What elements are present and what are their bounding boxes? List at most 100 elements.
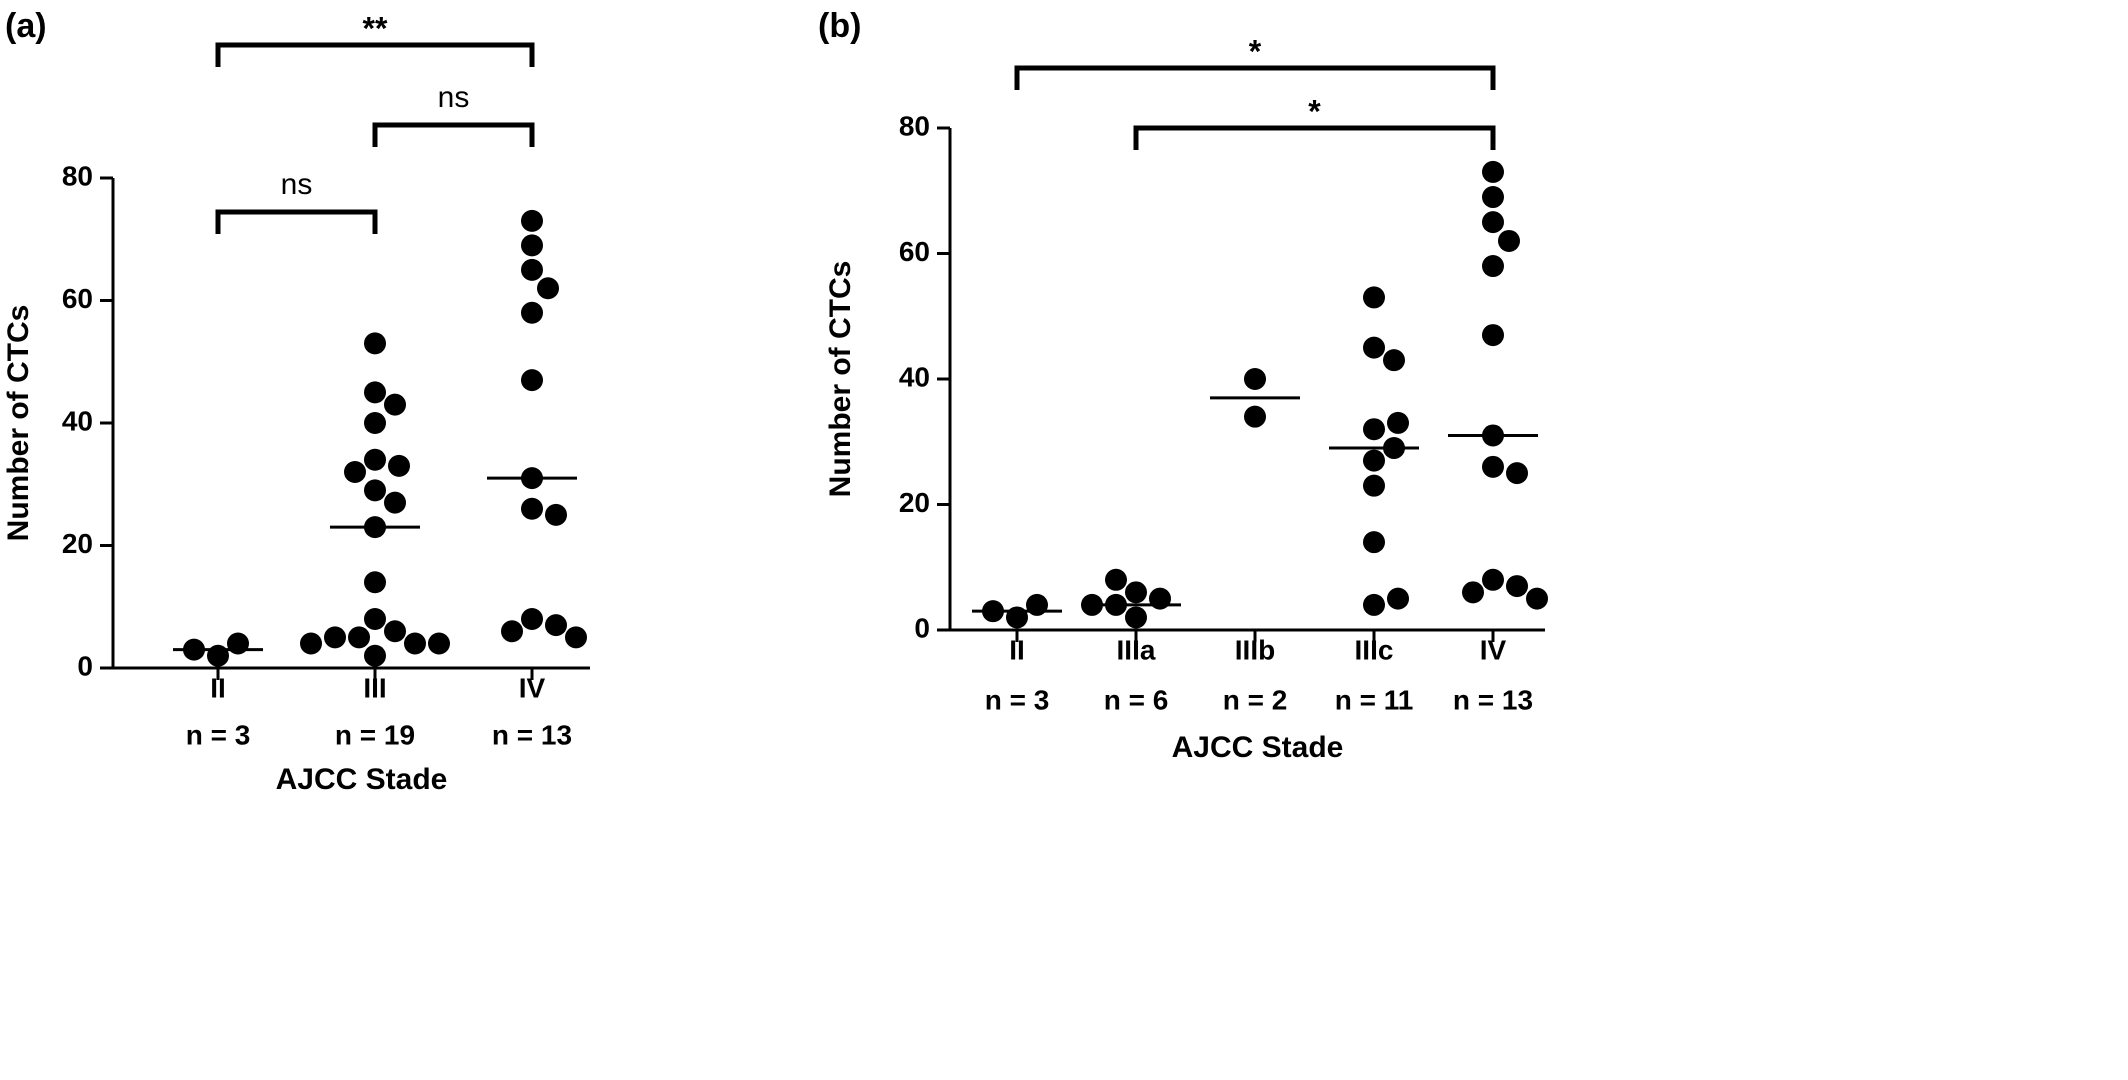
count-label: n = 19: [335, 719, 415, 750]
significance-label: **: [363, 10, 388, 46]
x-tick-label: IIIc: [1355, 634, 1394, 665]
count-label: n = 6: [1104, 684, 1169, 715]
data-point: [521, 608, 543, 630]
significance-bracket: [1014, 65, 1496, 90]
y-axis-title: Number of CTCs: [2, 305, 35, 542]
data-point: [1387, 587, 1409, 610]
y-tick-label: 80: [899, 110, 930, 141]
y-tick-label: 40: [62, 405, 93, 436]
data-point: [364, 412, 386, 434]
data-point: [364, 479, 386, 502]
data-point: [1506, 575, 1528, 598]
count-label: n = 3: [985, 684, 1050, 715]
significance-bracket: [372, 122, 535, 147]
data-point: [537, 277, 559, 300]
significance-bracket: [1133, 125, 1496, 150]
significance-label: ns: [281, 168, 313, 201]
data-point: [388, 454, 410, 477]
data-point: [1482, 455, 1504, 478]
x-tick-label: IV: [1480, 634, 1507, 665]
data-point: [1363, 336, 1385, 359]
data-point: [324, 626, 346, 649]
data-point: [1462, 581, 1484, 604]
data-point: [348, 626, 370, 649]
data-point: [565, 626, 587, 649]
count-label: n = 13: [1453, 684, 1533, 715]
y-tick-label: 40: [899, 361, 930, 392]
data-point: [1125, 606, 1147, 629]
y-tick-label: 80: [62, 160, 93, 191]
data-point: [521, 497, 543, 520]
data-point: [364, 381, 386, 404]
data-point: [1498, 229, 1520, 252]
y-tick-label: 60: [62, 283, 93, 314]
data-point: [521, 301, 543, 324]
y-tick-label: 60: [899, 236, 930, 267]
data-point: [364, 608, 386, 630]
data-point: [404, 632, 426, 655]
significance-label: *: [1249, 33, 1262, 69]
data-point: [1387, 411, 1409, 434]
x-tick-label: III: [363, 672, 386, 703]
y-tick-label: 20: [899, 487, 930, 518]
data-point: [1482, 324, 1504, 347]
data-point: [384, 393, 406, 416]
data-point: [1506, 462, 1528, 485]
data-point: [1105, 568, 1127, 591]
data-point: [521, 234, 543, 257]
y-tick-label: 0: [914, 612, 930, 643]
significance-bracket: [215, 42, 535, 67]
data-point: [521, 209, 543, 232]
data-point: [364, 332, 386, 355]
data-point: [1363, 286, 1385, 309]
data-point: [501, 620, 523, 643]
data-point: [300, 632, 322, 655]
data-point: [364, 448, 386, 471]
data-point: [1244, 405, 1266, 428]
significance-bracket: [215, 209, 378, 234]
data-point: [1482, 568, 1504, 591]
data-point: [1482, 211, 1504, 234]
data-point: [428, 632, 450, 655]
x-tick-label: II: [210, 672, 226, 703]
x-tick-label: IIIb: [1235, 634, 1275, 665]
data-point: [545, 503, 567, 526]
data-point: [545, 614, 567, 637]
count-label: n = 13: [492, 719, 572, 750]
x-tick-label: IIIa: [1117, 634, 1156, 665]
y-tick-label: 20: [62, 528, 93, 559]
data-point: [1363, 449, 1385, 472]
data-point: [364, 644, 386, 667]
data-point: [1244, 368, 1266, 390]
data-point: [521, 258, 543, 281]
data-point: [1363, 474, 1385, 497]
data-point: [1125, 581, 1147, 604]
significance-label: ns: [438, 81, 470, 114]
data-point: [384, 491, 406, 514]
data-point: [344, 461, 366, 483]
data-point: [207, 644, 229, 667]
data-point: [1482, 255, 1504, 278]
data-point: [1363, 418, 1385, 441]
data-point: [1383, 349, 1405, 372]
data-point: [364, 571, 386, 594]
y-tick-label: 0: [77, 650, 93, 681]
x-axis-title: AJCC Stade: [276, 763, 448, 796]
data-point: [1363, 531, 1385, 554]
x-tick-label: IV: [519, 672, 546, 703]
data-point: [227, 632, 249, 655]
x-axis-title: AJCC Stade: [1172, 731, 1344, 764]
data-point: [1482, 186, 1504, 209]
significance-label: *: [1308, 93, 1321, 129]
count-label: n = 3: [186, 719, 251, 750]
x-tick-label: II: [1009, 634, 1025, 665]
panel-label: (b): [818, 7, 861, 45]
data-point: [521, 369, 543, 392]
count-label: n = 11: [1335, 684, 1414, 715]
data-point: [384, 620, 406, 643]
y-axis-title: Number of CTCs: [824, 261, 857, 498]
data-point: [1482, 160, 1504, 183]
data-point: [1526, 587, 1548, 610]
data-point: [1363, 593, 1385, 616]
